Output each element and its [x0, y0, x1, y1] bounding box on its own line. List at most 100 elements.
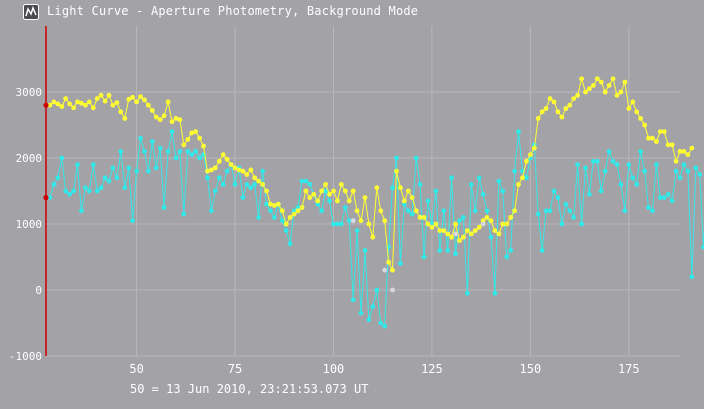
background-data-point — [157, 145, 163, 151]
background-data-point — [346, 218, 352, 224]
source-data-point — [315, 198, 321, 204]
source-data-point — [441, 228, 447, 234]
background-data-point — [335, 221, 340, 227]
background-data-point — [468, 182, 474, 187]
background-data-point — [618, 182, 624, 187]
source-data-point — [405, 188, 411, 194]
source-data-point — [335, 198, 340, 204]
source-data-point — [169, 119, 175, 125]
source-data-point — [90, 105, 96, 111]
background-data-point — [488, 234, 494, 240]
background-data-point — [358, 310, 364, 316]
source-data-point — [567, 102, 573, 108]
background-data-point — [634, 182, 640, 187]
background-data-point — [173, 155, 179, 161]
source-data-point — [398, 185, 403, 191]
source-data-point — [79, 100, 84, 106]
source-data-point — [173, 116, 179, 121]
background-data-point — [681, 162, 687, 168]
background-data-point — [114, 175, 120, 181]
background-data-point — [571, 215, 577, 220]
x-tick-label: 50 — [129, 362, 143, 376]
source-data-point — [496, 231, 502, 237]
source-data-point — [165, 99, 171, 105]
background-data-point — [272, 215, 277, 220]
source-data-point — [618, 89, 624, 95]
source-series-line — [49, 76, 693, 271]
y-tick-label: 3000 — [16, 86, 43, 99]
source-data-point — [575, 92, 580, 98]
background-data-point — [240, 195, 246, 201]
chart-tick-labels: 50 75 100 125 150 175 -1000 0 1000 2000 3000 — [9, 86, 640, 376]
background-data-point — [602, 168, 608, 174]
flagged-data-point — [480, 221, 486, 227]
source-data-point — [275, 201, 281, 207]
background-data-point — [476, 175, 482, 181]
light-curve-app-icon[interactable] — [23, 4, 39, 20]
background-data-point — [118, 149, 124, 154]
background-data-point — [453, 251, 458, 257]
source-data-point — [287, 215, 293, 220]
background-data-point — [689, 274, 695, 280]
source-data-point — [126, 96, 132, 102]
background-data-point — [445, 248, 451, 253]
background-data-point — [677, 175, 683, 181]
source-data-point — [531, 145, 537, 151]
source-data-point — [94, 96, 100, 101]
background-data-point — [378, 320, 384, 326]
background-data-point — [59, 155, 65, 161]
source-data-point — [362, 195, 368, 201]
flagged-data-point — [453, 231, 458, 237]
background-data-point — [563, 201, 569, 207]
background-data-point — [457, 218, 462, 224]
background-data-point — [551, 188, 557, 194]
source-data-point — [212, 165, 218, 171]
source-data-point — [665, 142, 671, 148]
source-data-point — [240, 168, 246, 174]
source-data-point — [185, 137, 191, 142]
source-data-point — [563, 106, 569, 111]
source-data-point — [189, 130, 195, 136]
source-data-point — [264, 188, 269, 194]
background-data-point — [350, 297, 356, 303]
source-data-point — [295, 208, 301, 214]
source-data-point — [338, 182, 344, 187]
background-data-point — [437, 248, 443, 253]
source-data-point — [382, 218, 388, 224]
source-data-point — [59, 104, 65, 109]
source-data-point — [571, 96, 577, 101]
background-data-point — [701, 244, 704, 250]
source-data-point — [602, 89, 608, 95]
source-data-point — [512, 208, 517, 214]
flagged-data-point — [390, 287, 395, 293]
source-data-point — [118, 109, 124, 115]
background-data-point — [153, 165, 159, 171]
source-data-point — [591, 83, 596, 88]
source-data-point — [685, 152, 691, 158]
source-data-point — [197, 135, 203, 141]
source-data-point — [142, 97, 147, 103]
background-data-point — [646, 205, 651, 210]
x-tick-label: 100 — [323, 362, 345, 376]
source-data-point — [63, 96, 69, 101]
source-data-point — [465, 228, 470, 234]
background-data-point — [484, 208, 490, 214]
background-data-point — [268, 208, 273, 214]
background-data-point — [220, 182, 226, 187]
background-data-point — [622, 208, 628, 214]
source-data-point — [260, 182, 265, 187]
background-data-point — [75, 162, 80, 168]
background-data-point — [319, 208, 325, 214]
source-data-point — [492, 228, 498, 234]
y-tick-label: -1000 — [9, 350, 42, 363]
background-data-point — [401, 201, 407, 207]
background-data-point — [51, 182, 57, 187]
source-data-point — [409, 195, 415, 201]
source-data-point — [587, 86, 592, 92]
source-data-point — [370, 234, 376, 240]
background-data-point — [417, 182, 423, 187]
source-data-point — [528, 152, 533, 158]
source-data-point — [220, 152, 226, 158]
source-data-point — [71, 105, 76, 111]
